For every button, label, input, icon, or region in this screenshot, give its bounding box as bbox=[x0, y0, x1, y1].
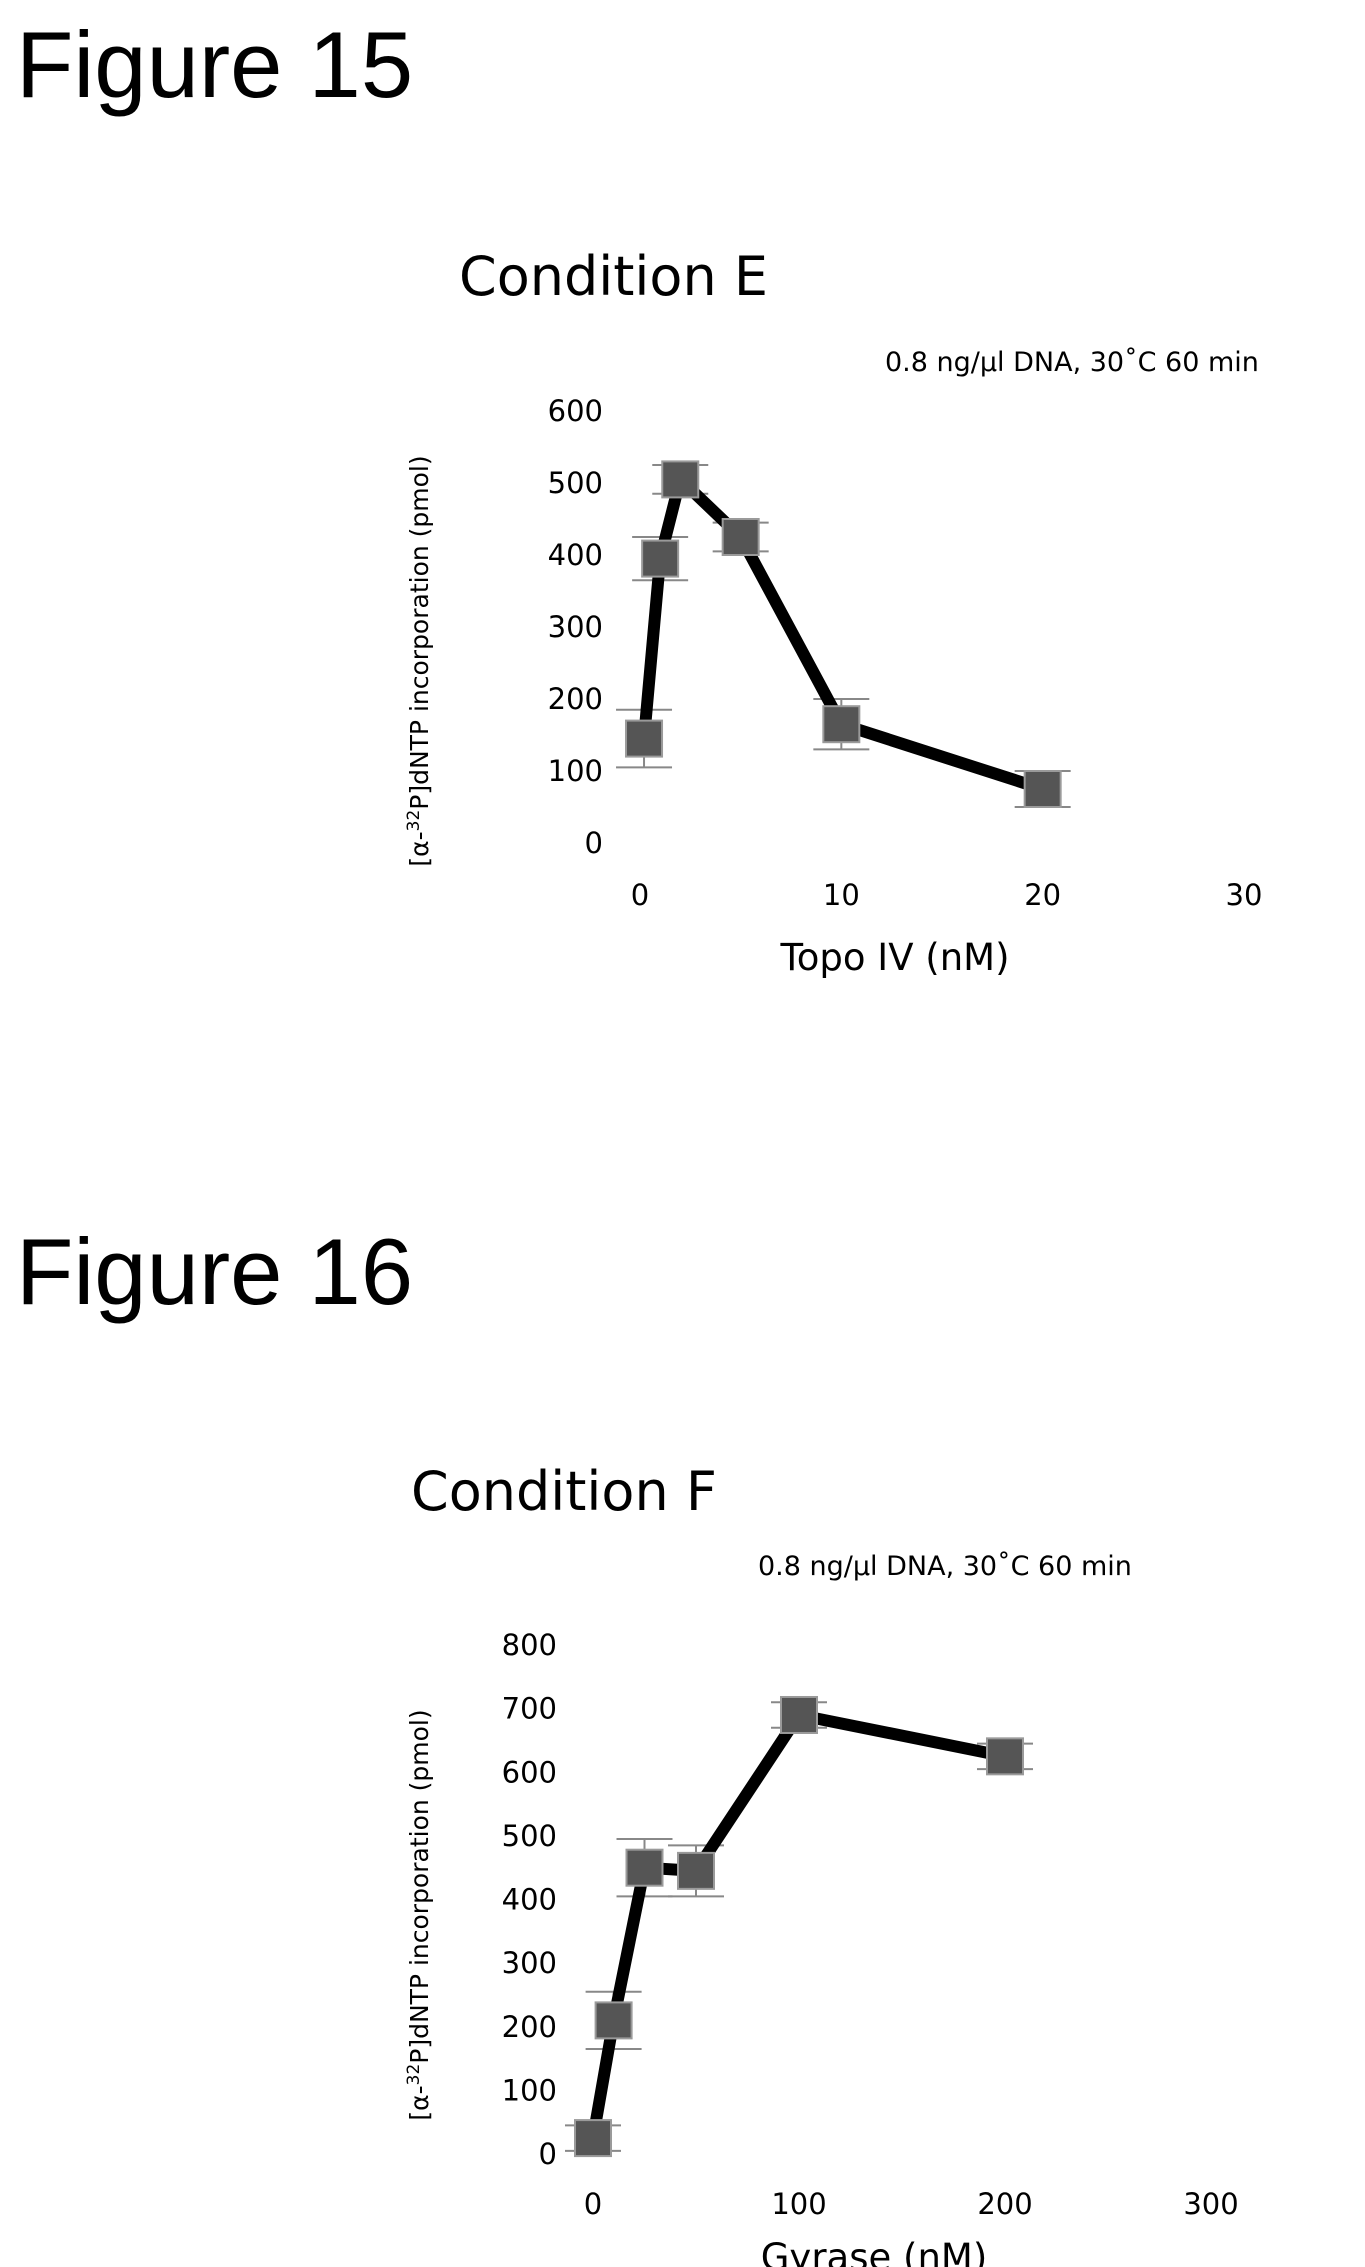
y-tick-label: 300 bbox=[502, 1946, 557, 1980]
x-tick-label: 10 bbox=[823, 878, 860, 912]
data-point-marker bbox=[1023, 770, 1062, 808]
chart-subtitle-e: 0.8 ng/μl DNA, 30˚C 60 min bbox=[885, 347, 1259, 378]
data-point-marker bbox=[641, 539, 680, 578]
data-point-marker bbox=[574, 2119, 612, 2158]
y-tick-label: 200 bbox=[502, 2010, 557, 2044]
data-point-marker bbox=[721, 518, 760, 556]
series-line-f bbox=[587, 1708, 1011, 2145]
data-point-marker bbox=[594, 2001, 633, 2040]
x-tick-label: 30 bbox=[1226, 878, 1263, 912]
x-tick-label: 0 bbox=[631, 878, 649, 912]
y-axis-label-f: [α-32P]dNTP incorporation (pmol) bbox=[404, 1709, 434, 2120]
x-tick-label: 100 bbox=[771, 2187, 826, 2221]
y-tick-label: 500 bbox=[548, 466, 603, 500]
chart-title-e: Condition E bbox=[459, 245, 768, 308]
y-axis-label-e: [α-32P]dNTP incorporation (pmol) bbox=[404, 455, 434, 866]
series-line-e bbox=[638, 473, 1049, 795]
data-point-marker bbox=[822, 705, 861, 744]
figure-15-label: Figure 15 bbox=[16, 12, 414, 117]
x-axis-label-f: Gyrase (nM) bbox=[761, 2236, 988, 2267]
data-point-marker bbox=[625, 1848, 664, 1887]
y-tick-label: 100 bbox=[548, 754, 603, 788]
y-tick-label: 0 bbox=[539, 2137, 557, 2171]
y-tick-label: 200 bbox=[548, 682, 603, 716]
y-tick-label: 0 bbox=[585, 826, 603, 860]
x-tick-label: 200 bbox=[977, 2187, 1032, 2221]
y-tick-label: 800 bbox=[502, 1628, 557, 1662]
x-tick-label: 0 bbox=[584, 2187, 602, 2221]
y-tick-label: 600 bbox=[548, 394, 603, 428]
y-tick-label: 300 bbox=[548, 610, 603, 644]
x-tick-label: 300 bbox=[1183, 2187, 1238, 2221]
y-tick-label: 100 bbox=[502, 2073, 557, 2107]
data-point-marker bbox=[625, 719, 664, 758]
y-tick-label: 400 bbox=[548, 538, 603, 572]
chart-title-f: Condition F bbox=[411, 1460, 717, 1523]
x-axis-label-e: Topo IV (nM) bbox=[779, 936, 1009, 979]
y-tick-label: 500 bbox=[502, 1819, 557, 1853]
figure-16-label: Figure 16 bbox=[16, 1219, 414, 1324]
x-tick-label: 20 bbox=[1024, 878, 1061, 912]
y-tick-label: 400 bbox=[502, 1883, 557, 1917]
data-point-marker bbox=[986, 1737, 1024, 1776]
chart-subtitle-f: 0.8 ng/μl DNA, 30˚C 60 min bbox=[758, 1551, 1132, 1582]
y-tick-label: 600 bbox=[502, 1755, 557, 1789]
data-point-marker bbox=[661, 460, 700, 499]
data-point-marker bbox=[780, 1695, 818, 1734]
y-tick-label: 700 bbox=[502, 1692, 557, 1726]
data-point-marker bbox=[677, 1851, 715, 1890]
